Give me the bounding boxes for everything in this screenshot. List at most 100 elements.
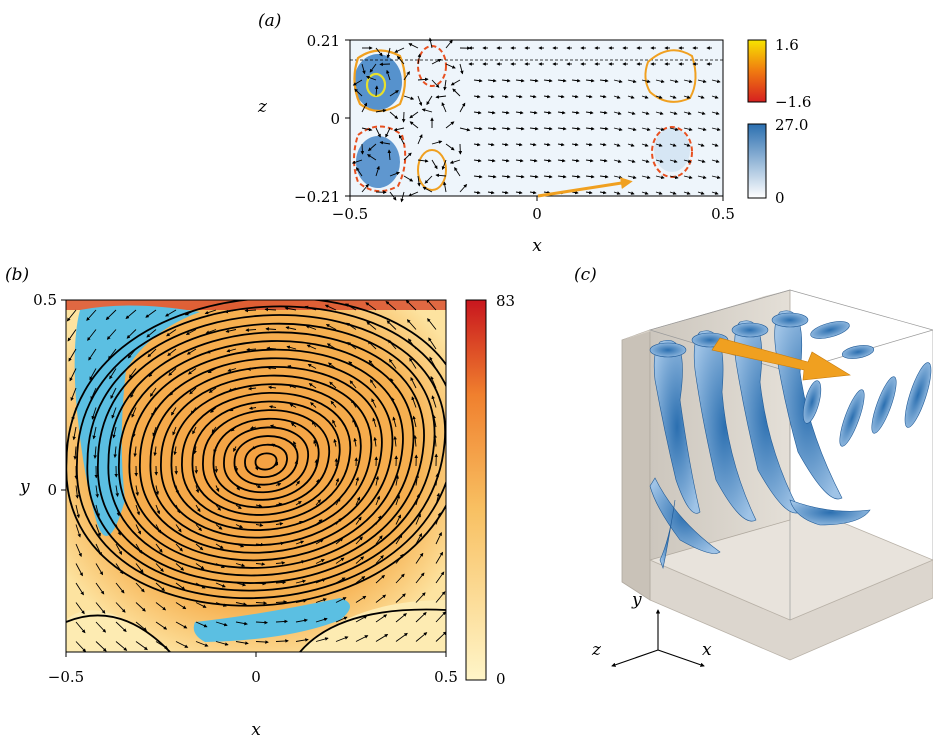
velocity-arrow	[95, 602, 106, 614]
velocity-arrow	[627, 191, 635, 195]
panel-a-xtick-zero: 0	[532, 205, 542, 223]
velocity-arrow	[351, 159, 363, 164]
velocity-arrow	[229, 407, 237, 412]
velocity-arrow	[354, 88, 363, 97]
velocity-arrow	[441, 159, 447, 171]
velocity-arrow	[501, 158, 510, 163]
velocity-arrow	[115, 485, 120, 497]
velocity-arrow	[433, 434, 437, 447]
velocity-arrow	[355, 576, 366, 584]
velocity-arrow	[288, 384, 297, 389]
velocity-arrow	[375, 127, 381, 138]
velocity-arrow	[655, 159, 664, 163]
velocity-arrow	[355, 595, 367, 603]
velocity-arrow	[669, 79, 679, 84]
velocity-arrow	[669, 143, 677, 147]
velocity-arrow	[557, 78, 567, 83]
velocity-arrow	[412, 415, 417, 428]
velocity-arrow	[599, 158, 608, 163]
panel-a-ylabel: z	[257, 97, 268, 117]
velocity-arrow	[417, 175, 421, 187]
streamline	[233, 435, 299, 486]
velocity-arrow	[326, 343, 337, 350]
velocity-arrow	[150, 387, 157, 397]
velocity-arrow	[246, 347, 257, 352]
velocity-arrow	[430, 375, 437, 389]
velocity-arrow	[233, 446, 237, 452]
velocity-arrow	[627, 111, 636, 115]
velocity-arrow	[473, 110, 482, 115]
velocity-arrow	[315, 637, 329, 642]
velocity-arrow	[515, 110, 524, 115]
panel-b-xtick-min: −0.5	[48, 668, 84, 686]
velocity-arrow	[473, 158, 482, 163]
velocity-arrow	[557, 110, 566, 115]
velocity-arrow	[211, 426, 217, 434]
velocity-arrow	[627, 143, 635, 147]
velocity-arrow	[443, 79, 447, 91]
velocity-arrow	[669, 159, 678, 163]
panel-a-xtick-max: 0.5	[711, 205, 735, 223]
velocity-arrow	[145, 309, 157, 318]
velocity-arrow	[396, 55, 405, 65]
colorbar-bottom-max: 27.0	[775, 116, 808, 134]
velocity-arrow	[711, 191, 719, 195]
velocity-arrow	[155, 602, 167, 611]
velocity-arrow	[408, 43, 419, 49]
velocity-arrow	[557, 126, 567, 131]
velocity-arrow	[389, 358, 397, 369]
velocity-arrow	[126, 329, 137, 339]
velocity-arrow	[487, 94, 495, 99]
velocity-arrow	[515, 158, 524, 163]
velocity-arrow	[75, 602, 85, 615]
velocity-arrow	[585, 142, 593, 147]
velocity-arrow	[697, 191, 705, 195]
velocity-arrow	[683, 95, 691, 99]
velocity-arrow	[450, 79, 461, 86]
velocity-arrow	[501, 126, 511, 131]
velocity-arrow	[431, 159, 438, 170]
velocity-arrow	[115, 621, 127, 633]
panel-a-plot-area	[349, 39, 724, 197]
velocity-arrow	[147, 348, 157, 358]
velocity-arrow	[152, 426, 157, 437]
velocity-arrow	[571, 110, 580, 115]
streamline	[149, 366, 383, 547]
velocity-arrow	[175, 485, 180, 495]
velocity-arrow	[187, 368, 197, 375]
velocity-arrow	[293, 441, 297, 447]
velocity-arrow	[431, 58, 442, 65]
velocity-arrow	[501, 142, 509, 147]
velocity-arrow	[515, 174, 525, 179]
velocity-arrow	[235, 563, 246, 567]
triad-x-label: x	[702, 640, 712, 660]
velocity-arrow	[655, 111, 664, 115]
panel-b-colorbar-max: 83	[496, 292, 515, 310]
velocity-arrow	[415, 493, 420, 506]
panel-b-ytick-max: 0.5	[33, 291, 57, 309]
velocity-arrow	[332, 419, 337, 428]
velocity-arrow	[75, 524, 81, 538]
velocity-arrow	[87, 329, 97, 341]
velocity-arrow	[135, 602, 146, 612]
velocity-arrow	[571, 174, 581, 179]
velocity-arrow	[73, 446, 78, 460]
velocity-arrow	[697, 143, 705, 147]
velocity-arrow	[327, 362, 337, 369]
velocity-arrow	[403, 175, 414, 182]
velocity-arrow	[655, 191, 663, 195]
velocity-arrow	[395, 474, 400, 486]
velocity-arrow	[315, 539, 324, 545]
velocity-arrow	[304, 305, 317, 311]
velocity-arrow	[435, 611, 446, 623]
panel-a-ytick-zero: 0	[330, 110, 340, 128]
colorbar-bottom-min: 0	[775, 189, 785, 207]
velocity-arrow	[655, 79, 665, 84]
velocity-arrow	[445, 143, 455, 151]
velocity-arrow	[175, 621, 188, 629]
velocity-arrow	[641, 95, 649, 99]
velocity-arrow	[255, 503, 263, 508]
velocity-arrow	[226, 348, 237, 353]
velocity-arrow	[155, 621, 168, 630]
velocity-arrow	[235, 582, 247, 587]
